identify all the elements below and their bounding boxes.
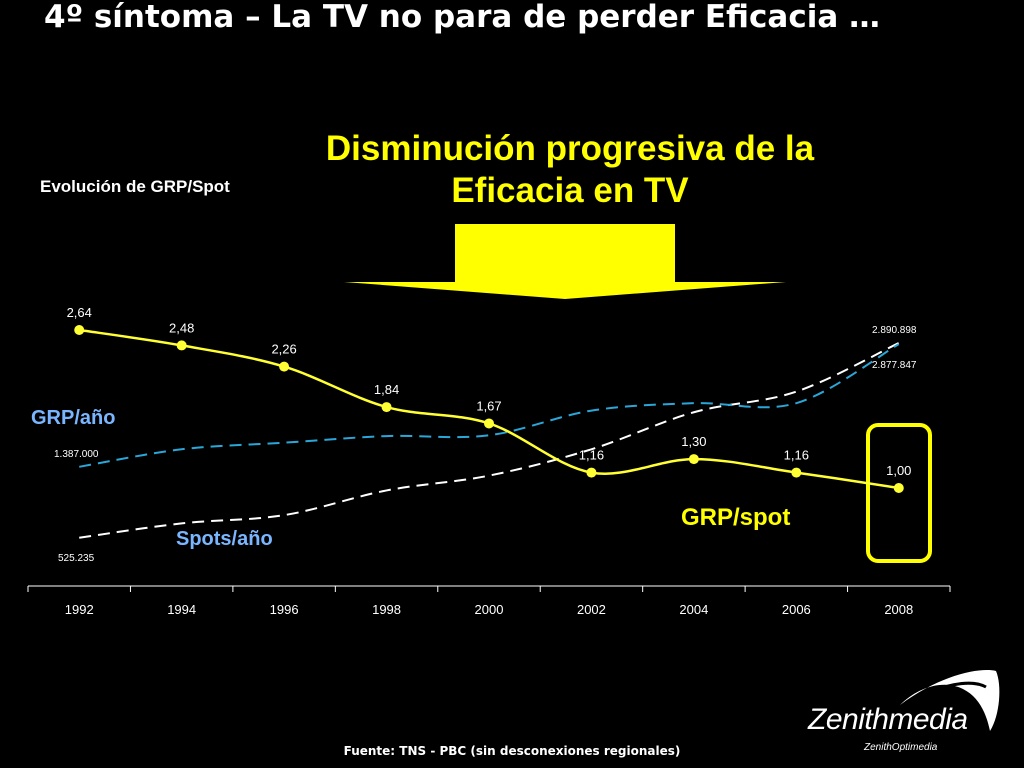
logo-subtext: ZenithOptimedia [864,742,938,753]
source-note: Fuente: TNS - PBC (sin desconexiones reg… [343,744,681,758]
data-point [586,467,597,478]
data-label: 1,67 [476,398,501,413]
x-tick-label: 2002 [577,602,606,617]
highlight-box [866,423,932,563]
series-label-grp-ano: GRP/año [31,407,115,429]
data-label: 1,30 [681,434,706,449]
series-line-spots-ano [79,342,900,539]
series-label-spots-ano: Spots/año [176,528,273,550]
data-point [791,467,802,478]
data-label: 2,48 [169,320,194,335]
slide-title: 4º síntoma – La TV no para de perder Efi… [44,0,881,35]
start-value-grp-ano: 1.387.000 [54,449,99,460]
data-point [484,418,494,429]
logo-wordmark: Zenithmedia [808,703,968,736]
data-label: 2,26 [271,342,296,357]
x-tick-label: 2000 [475,602,504,617]
data-label: 2,64 [67,305,92,320]
data-point [381,402,392,413]
logo-swoosh-icon [900,670,1000,731]
data-point [279,361,290,372]
zenithmedia-logo: Zenithmedia ZenithOptimedia [800,665,1010,760]
x-tick-label: 2008 [884,602,913,617]
data-label: 1,16 [784,448,809,463]
start-value-spots-ano: 525.235 [58,553,95,564]
series-label-grp-spot: GRP/spot [681,504,790,531]
x-tick-label: 1996 [270,602,299,617]
x-tick-label: 1992 [65,602,94,617]
data-label: 1,00 [886,463,911,478]
data-point [176,340,187,351]
x-tick-label: 2006 [782,602,811,617]
data-point [688,454,699,465]
data-label: 1,16 [579,448,604,463]
x-tick-label: 1994 [167,602,196,617]
data-point [893,483,904,493]
down-arrow-icon [344,224,786,299]
series-line-grp-ano [79,343,900,468]
headline: Disminución progresiva de la Eficacia en… [325,129,815,210]
end-value-spots-ano: 2.890.898 [872,325,917,336]
data-point [74,325,85,335]
x-tick-label: 1998 [372,602,401,617]
end-value-grp-ano: 2.877.847 [872,360,917,371]
data-label: 1,84 [374,382,399,397]
x-tick-label: 2004 [679,602,708,617]
chart-subtitle: Evolución de GRP/Spot [40,177,230,196]
